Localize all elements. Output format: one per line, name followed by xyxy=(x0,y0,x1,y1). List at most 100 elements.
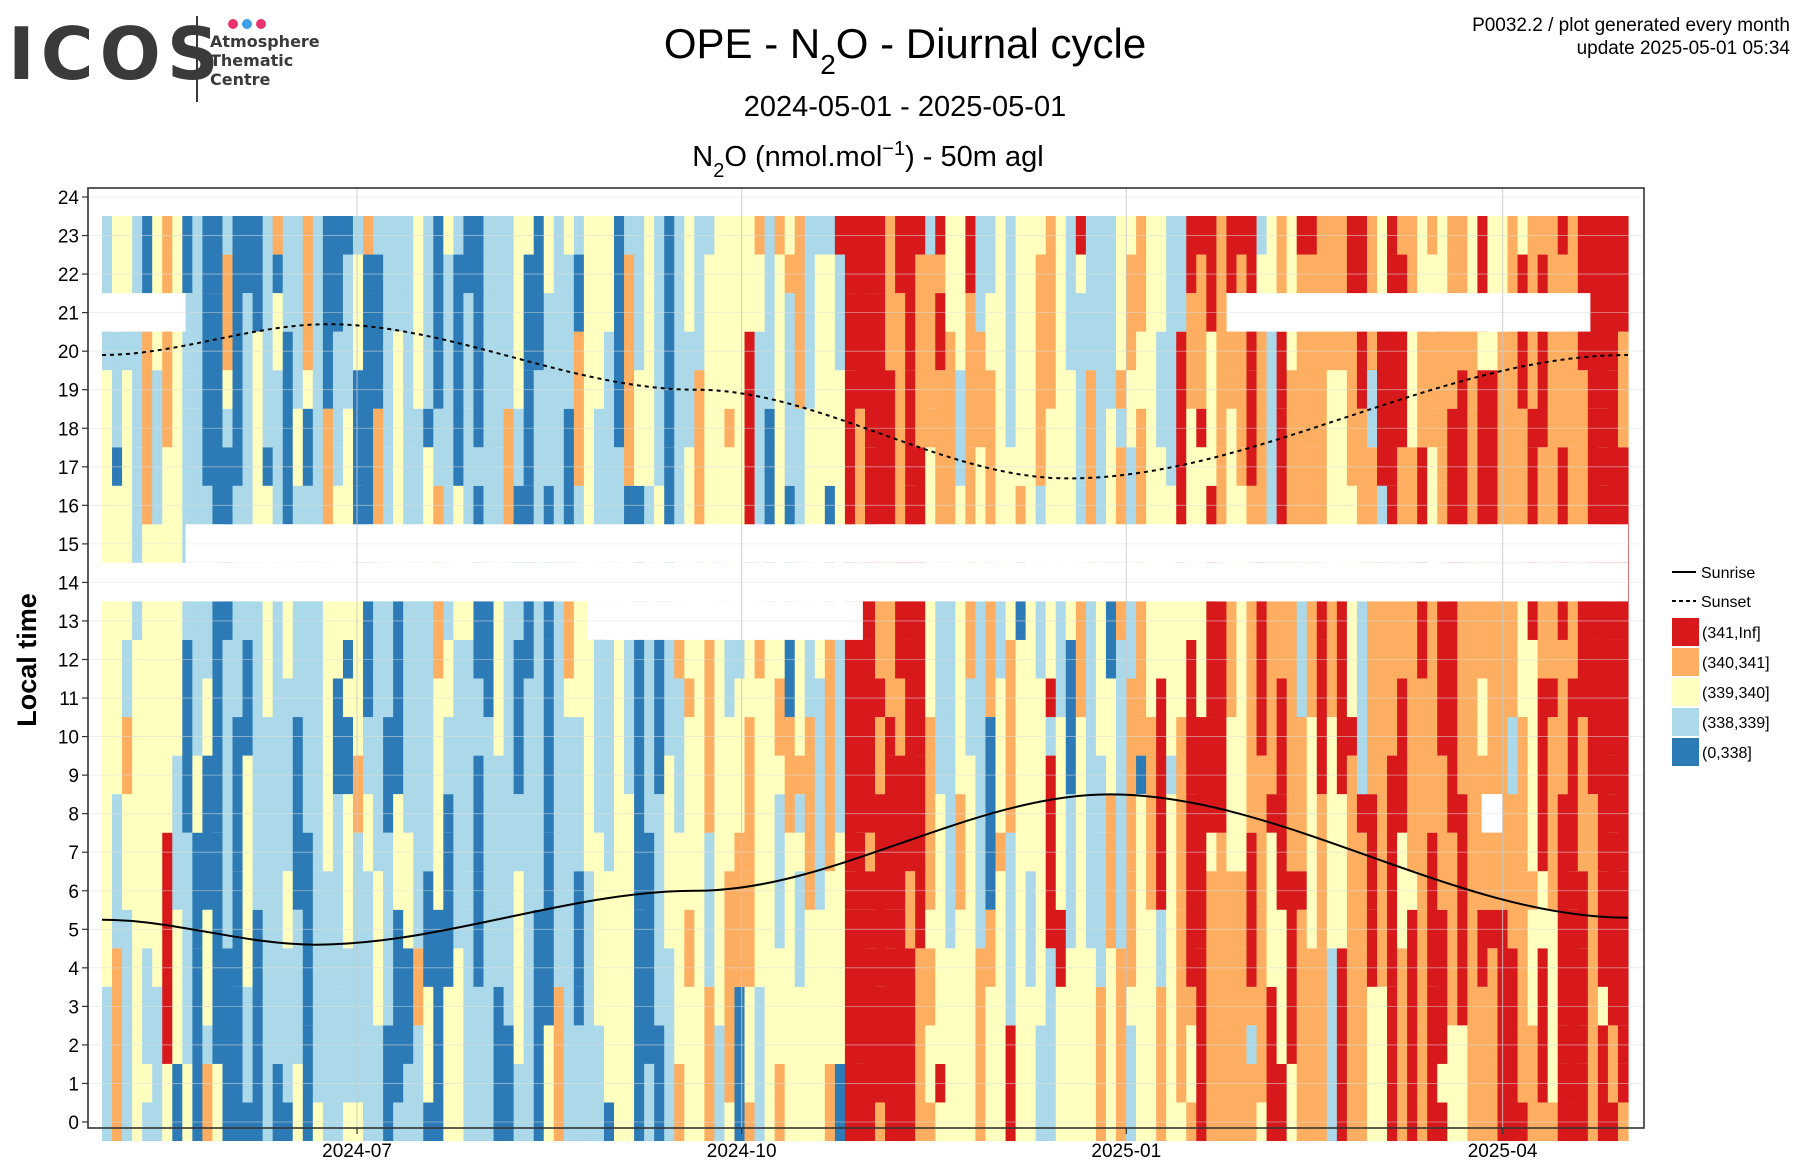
heat-cell xyxy=(342,717,354,795)
heat-cell xyxy=(885,216,896,371)
heat-cell xyxy=(1477,909,1489,987)
heat-cell xyxy=(1507,794,1519,949)
y-tick-label: 4 xyxy=(68,959,79,980)
heat-cell xyxy=(1316,794,1328,949)
heat-cell xyxy=(1387,524,1398,756)
heat-cell xyxy=(1025,216,1037,371)
heat-cell xyxy=(674,678,685,833)
heat-cell xyxy=(1336,562,1348,795)
heat-cell xyxy=(182,1063,193,1141)
heat-cell xyxy=(935,639,946,795)
heat-cell xyxy=(272,562,284,640)
heat-cell xyxy=(684,832,695,910)
heat-cell xyxy=(1417,755,1428,910)
heat-cell xyxy=(122,717,133,795)
heat-cell xyxy=(1507,562,1519,718)
heat-cell xyxy=(513,1063,525,1141)
sunrise-line xyxy=(101,793,1629,946)
heat-cell xyxy=(1226,293,1238,371)
heat-cell xyxy=(172,909,183,987)
x-tick-label: 2025-04 xyxy=(1468,1141,1538,1162)
heat-cell xyxy=(1467,562,1479,718)
heat-cell xyxy=(443,717,454,795)
heat-cell xyxy=(965,293,977,448)
heat-cell xyxy=(885,370,896,525)
sunset-line xyxy=(101,323,1629,480)
heat-cell xyxy=(844,293,856,371)
heat-cell xyxy=(995,909,1007,1141)
y-tick-label: 0 xyxy=(68,1113,79,1134)
heat-cell xyxy=(282,948,294,1103)
heat-cell xyxy=(1126,370,1137,448)
x-tick-label: 2024-07 xyxy=(322,1141,392,1162)
heat-cell xyxy=(1005,216,1017,448)
heat-cell xyxy=(1246,832,1258,987)
heat-cell xyxy=(1487,216,1499,371)
heat-cell xyxy=(1276,909,1288,1064)
heat-cell xyxy=(1276,1063,1288,1141)
heat-cell xyxy=(172,986,183,1064)
heat-cell xyxy=(664,601,675,756)
heat-cell xyxy=(172,216,183,371)
heat-cell xyxy=(282,871,294,949)
heat-cell xyxy=(1377,986,1388,1064)
y-tick-label: 21 xyxy=(58,304,79,325)
heat-cell xyxy=(563,293,575,371)
heat-cell xyxy=(1146,1063,1157,1141)
heat-cell xyxy=(814,678,826,910)
heat-cell xyxy=(563,408,575,563)
heat-cell xyxy=(724,562,736,718)
heat-cell xyxy=(1296,717,1308,872)
legend-bin-swatch xyxy=(1672,738,1699,766)
heat-cell xyxy=(895,293,906,525)
heat-cell xyxy=(744,254,756,332)
logo-dot xyxy=(228,19,238,29)
heat-cell xyxy=(1437,909,1448,1064)
legend-bin-label: (338,339] xyxy=(1702,715,1770,732)
heat-cell xyxy=(955,216,966,371)
icos-logo: ICOS Atmosphere Thematic Centre xyxy=(8,12,338,107)
heat-cell xyxy=(393,562,404,795)
legend-bin-label: (339,340] xyxy=(1702,685,1770,702)
legend-line-label: Sunset xyxy=(1701,594,1751,611)
heat-cell xyxy=(684,447,695,679)
heat-cell xyxy=(543,1063,555,1141)
heat-cell xyxy=(764,871,776,1026)
heat-cell xyxy=(1085,948,1097,1026)
heat-cell xyxy=(1206,485,1217,718)
heat-cell xyxy=(1617,871,1629,1026)
heat-cell xyxy=(1577,948,1589,1026)
y-tick-label: 3 xyxy=(68,997,79,1018)
heat-cell xyxy=(1366,447,1378,525)
heat-cell xyxy=(1035,871,1047,949)
heat-cell xyxy=(985,293,997,371)
heat-cell xyxy=(935,293,946,371)
heat-cell xyxy=(824,639,836,872)
heat-cell xyxy=(1296,254,1308,486)
heat-cell xyxy=(754,986,766,1141)
heat-cell xyxy=(1095,832,1107,987)
heat-cell xyxy=(1136,524,1147,756)
heat-cell xyxy=(1487,1063,1499,1141)
heat-cell xyxy=(242,755,254,987)
heat-cell xyxy=(1055,562,1067,718)
legend-line-label: Sunrise xyxy=(1701,565,1755,582)
heat-cell xyxy=(1517,717,1529,872)
heat-cell xyxy=(483,717,495,795)
heat-cell xyxy=(483,370,495,602)
heat-cell xyxy=(1537,447,1549,679)
heat-cell xyxy=(1457,562,1468,795)
y-tick-label: 12 xyxy=(58,651,79,672)
y-axis-title: Local time xyxy=(12,593,42,727)
heat-cell xyxy=(1105,408,1117,486)
heat-cell xyxy=(242,562,254,640)
heat-cell xyxy=(834,370,846,602)
heat-cell xyxy=(393,216,404,294)
heat-cell xyxy=(513,794,525,872)
heat-cell xyxy=(754,678,766,833)
heat-cell xyxy=(222,639,234,795)
heat-cell xyxy=(112,717,123,795)
heat-cell xyxy=(573,717,585,872)
heat-cell xyxy=(744,717,756,872)
heat-cell xyxy=(212,832,224,1064)
